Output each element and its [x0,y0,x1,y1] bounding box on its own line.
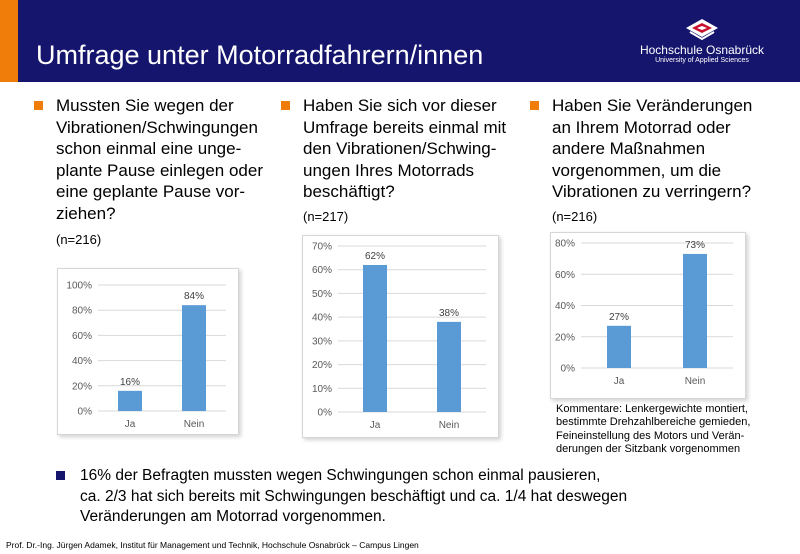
summary-bullet-icon [56,471,65,480]
question-text: Haben Sie sich vor dieser Umfrage bereit… [303,96,507,201]
comments-note: Kommentare: Lenkergewichte montiert, bes… [556,403,751,455]
footer-credits: Prof. Dr.-Ing. Jürgen Adamek, Institut f… [6,540,419,550]
bar-nein [437,321,461,412]
sample-size: (n=216) [56,232,102,247]
bullet-square-icon [530,101,539,110]
y-tick-label: 80% [72,306,92,317]
bar-chart-svg: 0% 10% 20% 30% 40% 50% 60% 70% 62% Ja 38% Nein [312,242,486,431]
data-label: 84% [184,291,204,302]
chart-prior-engagement: 0% 10% 20% 30% 40% 50% 60% 70% 62% Ja 38% Nein [302,235,499,438]
data-label: 16% [120,377,140,388]
bar-ja [363,264,387,412]
logo-name: Hochschule Osnabrück [639,43,765,57]
y-tick-label: 60% [555,270,575,281]
x-tick-label: Nein [685,376,706,387]
x-tick-label: Nein [184,419,205,430]
bar-chart-svg: 0% 20% 40% 60% 80% 100% 16% Ja 84% Nein [66,281,226,430]
bar-ja [118,390,142,411]
x-tick-label: Ja [370,420,381,431]
y-tick-label: 100% [66,281,92,292]
summary-text: 16% der Befragten mussten wegen Schwingu… [80,467,628,525]
bar-chart-svg: 0% 20% 40% 60% 80% 27% Ja 73% Nein [555,239,733,387]
y-tick-label: 0% [318,408,333,419]
y-tick-label: 0% [78,407,93,418]
y-tick-label: 10% [312,384,332,395]
chart-unplanned-pause: 0% 20% 40% 60% 80% 100% 16% Ja 84% Nein [57,268,239,435]
slide-title: Umfrage unter Motorradfahrern/innen [36,40,484,70]
bullet-square-icon [34,101,43,110]
sample-size: (n=217) [303,209,349,224]
y-tick-label: 40% [72,356,92,367]
logo-subtitle: University of Applied Sciences [655,57,749,64]
university-logo: Hochschule Osnabrück University of Appli… [622,18,782,70]
data-label: 38% [439,308,459,319]
data-label: 27% [609,312,629,323]
y-tick-label: 50% [312,289,332,300]
header-accent-stripe [0,0,18,82]
logo-emblem-icon [686,19,718,41]
y-tick-label: 40% [312,313,332,324]
bullet-square-icon [281,101,290,110]
y-tick-label: 0% [561,364,576,375]
y-tick-label: 60% [312,265,332,276]
y-tick-label: 20% [72,381,92,392]
sample-size: (n=216) [552,209,598,224]
bar-nein [683,253,707,368]
y-tick-label: 60% [72,331,92,342]
question-text: Haben Sie Veränderungen an Ihrem Motorra… [552,96,753,201]
header-bar: Umfrage unter Motorradfahrern/innen Hoch… [0,0,800,82]
x-tick-label: Ja [125,419,136,430]
y-tick-label: 70% [312,242,332,253]
bar-ja [607,325,631,368]
question-text: Mussten Sie wegen der Vibrationen/Schwin… [56,96,263,223]
data-label: 62% [365,251,385,262]
y-tick-label: 30% [312,336,332,347]
chart-modifications: 0% 20% 40% 60% 80% 27% Ja 73% Nein [550,232,746,399]
bar-nein [182,305,206,411]
x-tick-label: Ja [614,376,625,387]
y-tick-label: 20% [555,332,575,343]
x-tick-label: Nein [439,420,460,431]
y-tick-label: 20% [312,360,332,371]
y-tick-label: 40% [555,301,575,312]
y-tick-label: 80% [555,239,575,250]
data-label: 73% [685,240,705,251]
